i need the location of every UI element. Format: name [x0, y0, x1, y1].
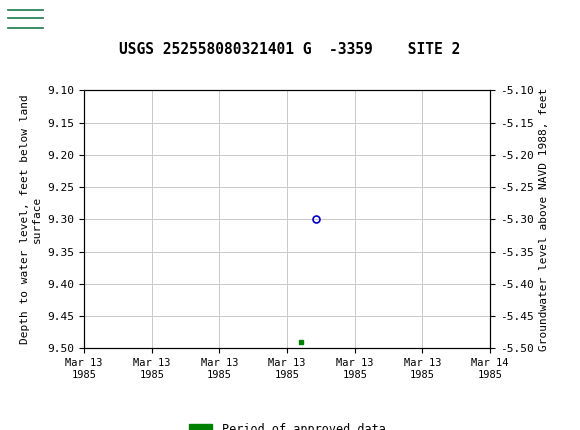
Text: USGS: USGS: [53, 12, 100, 28]
Text: USGS 252558080321401 G  -3359    SITE 2: USGS 252558080321401 G -3359 SITE 2: [119, 42, 461, 57]
Legend: Period of approved data: Period of approved data: [184, 418, 390, 430]
Y-axis label: Groundwater level above NAVD 1988, feet: Groundwater level above NAVD 1988, feet: [539, 88, 549, 351]
FancyBboxPatch shape: [5, 3, 46, 37]
Y-axis label: Depth to water level, feet below land
surface: Depth to water level, feet below land su…: [20, 95, 42, 344]
